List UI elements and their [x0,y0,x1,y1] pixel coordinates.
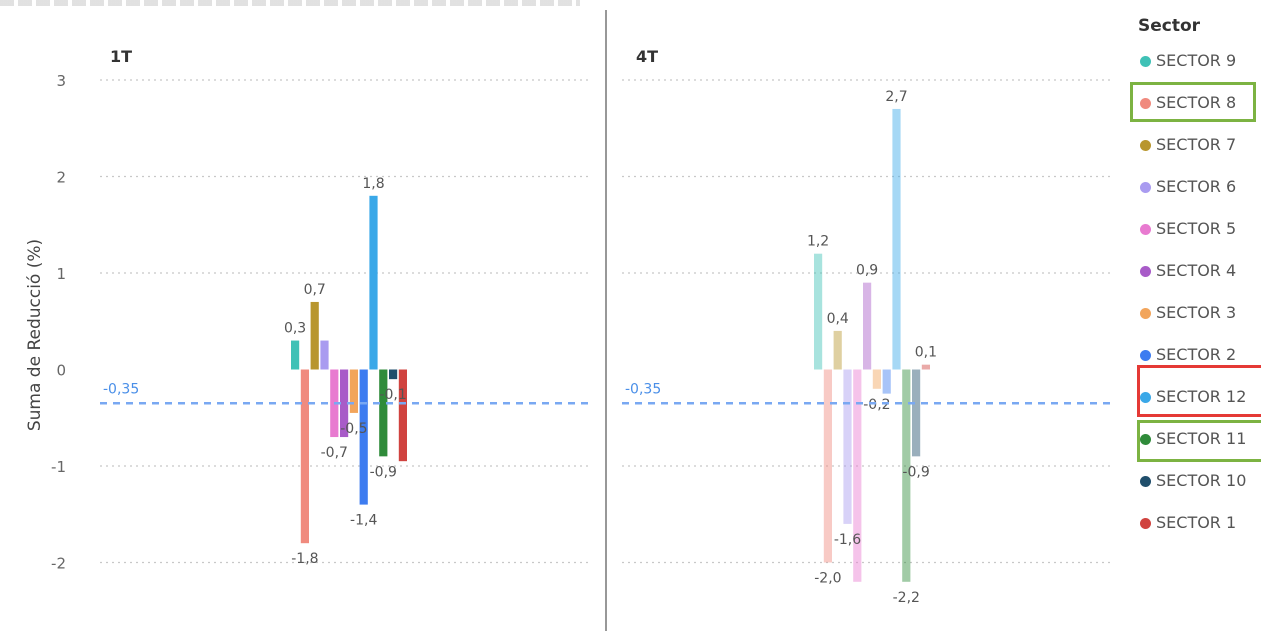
data-label: -0,9 [902,464,929,480]
legend-label: SECTOR 2 [1156,345,1237,364]
data-label: -2,2 [893,590,920,606]
bar-sector-10 [912,369,921,457]
bar-sector-12 [369,195,378,370]
y-tick-label: 2 [56,169,66,187]
bar-sector-3 [872,369,881,389]
y-tick-label: -1 [51,458,66,476]
cropped-header-text [0,0,580,6]
data-label: 0,4 [827,311,849,327]
bar-sector-3 [349,369,358,413]
y-tick-label: 3 [56,72,66,90]
highlight-box-sector-12 [1137,365,1261,417]
legend-marker-icon [1140,349,1151,361]
legend-item-sector-3[interactable]: SECTOR 3 [1135,292,1261,334]
y-tick-label: -2 [51,555,66,573]
legend-marker-icon [1140,139,1151,151]
panel-title: 1T [110,47,132,66]
data-label: 0,9 [856,263,878,279]
legend-marker-icon [1140,391,1151,403]
data-label: -1,4 [350,513,377,529]
highlight-box-sector-8 [1130,82,1256,122]
legend-marker-icon [1140,433,1151,445]
legend-item-sector-5[interactable]: SECTOR 5 [1135,208,1261,250]
data-label: -1,6 [834,532,861,548]
bar-sector-11 [902,369,911,582]
legend-label: SECTOR 3 [1156,303,1237,322]
legend-label: SECTOR 6 [1156,177,1237,196]
legend-item-sector-8[interactable]: SECTOR 8 [1135,82,1261,124]
legend-label: SECTOR 10 [1156,471,1247,490]
bar-sector-10 [389,369,398,380]
data-label: -0,2 [863,397,890,413]
bar-sector-8 [823,369,832,563]
legend-item-sector-4[interactable]: SECTOR 4 [1135,250,1261,292]
y-axis-title: Suma de Reducció (%) [25,239,45,431]
legend-marker-icon [1140,181,1151,193]
legend-label: SECTOR 7 [1156,135,1237,154]
bar-sector-1 [921,364,930,370]
legend-marker-icon [1140,307,1151,319]
bar-chart: Suma de Reducció (%) 3 2 1 0 -1 -2 1T 0,3 -1,8 0,7… [25,10,1112,631]
legend-label: SECTOR 4 [1156,261,1237,280]
bar-sector-9 [291,340,300,370]
legend-marker-icon [1140,55,1151,67]
bar-sector-1 [398,369,407,462]
legend-item-sector-11[interactable]: SECTOR 11 [1135,418,1261,460]
data-label: 1,8 [362,176,384,192]
bar-sector-7 [833,330,842,370]
legend-item-sector-2[interactable]: SECTOR 2 [1135,334,1261,376]
legend: Sector SECTOR 9 SECTOR 8 SECTOR 7 SECTOR 6 S… [1135,12,1261,544]
legend-marker-icon [1140,97,1151,109]
legend-label: SECTOR 5 [1156,219,1237,238]
reference-line-label: -0,35 [625,381,661,397]
data-label: -0,7 [321,445,348,461]
bar-sector-5 [853,369,862,582]
legend-label: SECTOR 11 [1156,429,1247,448]
legend-label: SECTOR 9 [1156,51,1237,70]
panel-title: 4T [636,47,658,66]
data-label: 0,7 [304,282,326,298]
data-label: -0,9 [370,464,397,480]
legend-item-sector-9[interactable]: SECTOR 9 [1135,40,1261,82]
legend-marker-icon [1140,517,1151,529]
legend-title: Sector [1138,16,1201,36]
legend-item-sector-7[interactable]: SECTOR 7 [1135,124,1261,166]
data-label: 2,7 [885,89,907,105]
legend-item-sector-1[interactable]: SECTOR 1 [1135,502,1261,544]
bar-sector-4 [863,282,872,370]
bar-sector-2 [882,369,891,394]
highlight-box-sector-11 [1137,420,1261,462]
data-label: 1,2 [807,234,829,250]
legend-item-sector-12[interactable]: SECTOR 12 [1135,376,1261,418]
data-label: -0,5 [340,421,367,437]
legend-marker-icon [1140,475,1151,487]
legend-marker-icon [1140,223,1151,235]
data-label: -2,0 [814,571,841,587]
bar-sector-11 [379,369,388,457]
reference-line-label: -0,35 [103,381,139,397]
legend-label: SECTOR 1 [1156,513,1237,532]
bar-sector-6 [843,369,852,524]
legend-label: SECTOR 12 [1156,387,1247,406]
data-label: -0,1 [379,387,406,403]
bar-sector-12 [892,108,901,370]
data-label: 0,1 [915,345,937,361]
y-tick-label: 1 [56,265,66,283]
bar-sector-6 [320,340,329,370]
y-tick-label: 0 [56,362,66,380]
legend-marker-icon [1140,265,1151,277]
bar-sector-8 [300,369,309,544]
bar-sector-7 [310,301,319,370]
bar-sector-9 [814,253,823,370]
legend-label: SECTOR 8 [1156,93,1237,112]
data-label: -1,8 [291,551,318,567]
legend-item-sector-10[interactable]: SECTOR 10 [1135,460,1261,502]
legend-item-sector-6[interactable]: SECTOR 6 [1135,166,1261,208]
bar-sector-2 [359,369,368,505]
data-label: 0,3 [284,321,306,337]
bar-sector-4 [340,369,349,438]
